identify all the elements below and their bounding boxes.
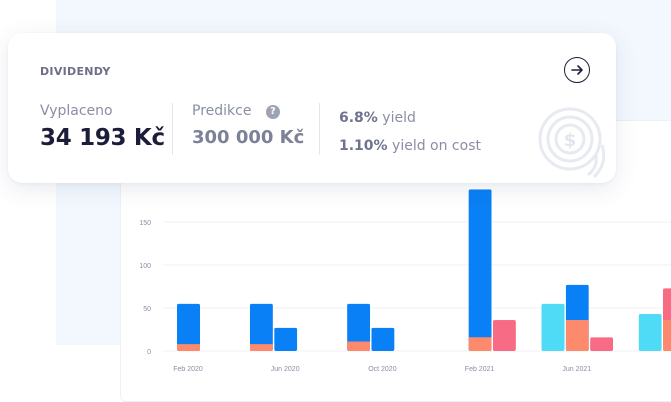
x-tick-label: Feb 2021 — [465, 366, 495, 373]
bar-segment[interactable] — [249, 344, 273, 351]
y-tick-label: 50 — [143, 306, 151, 313]
yield-on-cost-label: yield on cost — [392, 138, 481, 154]
chart-bar[interactable] — [638, 314, 662, 351]
chart-bar[interactable] — [249, 303, 273, 351]
dividends-card[interactable]: DIVIDENDY Vyplaceno 34 193 Kč Predikce ?… — [8, 33, 616, 183]
yield-on-cost-percent: 1.10% — [339, 138, 388, 154]
coin-icon: $ — [538, 107, 606, 179]
y-tick-label: 150 — [139, 220, 151, 227]
chart-bar[interactable] — [468, 189, 492, 351]
bar-total[interactable] — [638, 314, 662, 351]
yield-label: yield — [382, 110, 416, 126]
dividend-bar-chart: 0 50 100 150 Feb 2020 Jun 2020 Oct 2020 Feb 202… — [139, 189, 671, 373]
prediction-label: Predikce — [192, 103, 252, 119]
bar-segment[interactable] — [177, 344, 200, 351]
x-tick-label: Feb 2020 — [173, 366, 203, 373]
bar-total[interactable] — [590, 337, 614, 351]
chart-bar[interactable] — [541, 303, 565, 351]
bar-total[interactable] — [177, 303, 200, 351]
bar-total[interactable] — [347, 303, 371, 351]
yield-percent: 6.8% — [339, 110, 378, 126]
divider — [172, 103, 173, 155]
card-title: DIVIDENDY — [40, 65, 111, 78]
yield-on-cost-row: 1.10% yield on cost — [339, 138, 481, 154]
chart-bar[interactable] — [492, 320, 516, 351]
bar-total[interactable] — [492, 320, 516, 351]
y-tick-label: 100 — [139, 263, 151, 270]
prediction-value: 300 000 Kč — [192, 127, 305, 148]
paid-value: 34 193 Kč — [40, 125, 165, 151]
yield-section: 6.8% yield 1.10% yield on cost — [339, 110, 481, 154]
arrow-right-icon — [570, 65, 583, 75]
chart-bar[interactable] — [274, 327, 298, 351]
bar-total[interactable] — [274, 327, 298, 351]
yield-row: 6.8% yield — [339, 110, 481, 126]
bar-segment[interactable] — [347, 341, 371, 351]
open-dividends-button[interactable] — [564, 57, 590, 83]
chart-bar[interactable] — [663, 288, 671, 351]
chart-bar[interactable] — [371, 327, 395, 351]
bar-total[interactable] — [663, 288, 671, 351]
help-icon[interactable]: ? — [265, 105, 280, 119]
bar-segment[interactable] — [663, 320, 671, 351]
paid-label: Vyplaceno — [40, 103, 113, 119]
x-tick-label: Oct 2020 — [368, 366, 397, 373]
bar-segment[interactable] — [468, 337, 492, 351]
bar-total[interactable] — [541, 303, 565, 351]
prediction-header: Predikce ? — [192, 103, 304, 119]
x-tick-label: Jun 2020 — [271, 366, 300, 373]
chart-bar[interactable] — [565, 284, 589, 351]
bar-total[interactable] — [468, 189, 492, 351]
svg-text:$: $ — [564, 130, 577, 151]
chart-bar[interactable] — [590, 337, 614, 351]
chart-bar[interactable] — [347, 303, 371, 351]
bar-total[interactable] — [249, 303, 273, 351]
prediction-section: Predikce ? 300 000 Kč — [192, 103, 304, 148]
chart-bar[interactable] — [177, 303, 200, 351]
y-tick-label: 0 — [147, 349, 151, 356]
x-tick-label: Jun 2021 — [562, 366, 591, 373]
divider — [319, 103, 320, 155]
paid-section: Vyplaceno 34 193 Kč — [40, 103, 165, 151]
bar-segment[interactable] — [565, 320, 589, 351]
bar-total[interactable] — [371, 327, 395, 351]
